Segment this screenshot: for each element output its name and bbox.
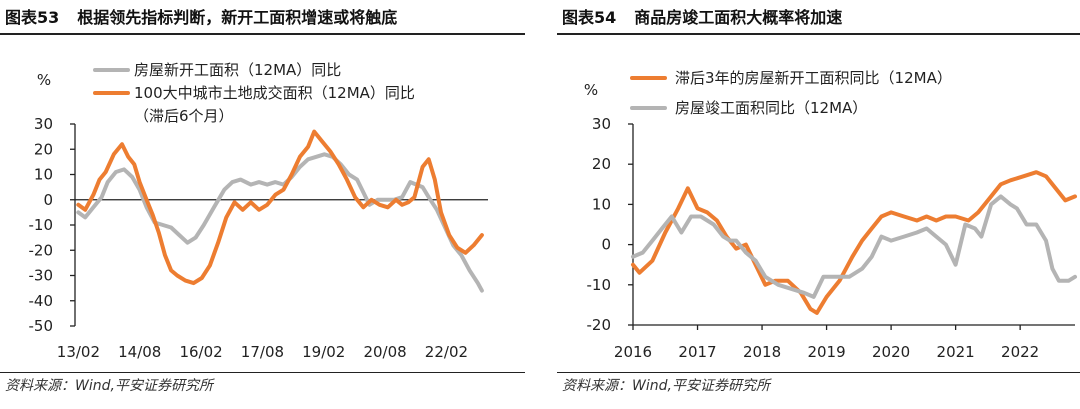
y-tick-label: -20: [587, 316, 612, 334]
y-tick-label: -30: [29, 267, 54, 285]
x-tick-label: 19/02: [302, 343, 345, 361]
legend-label-line: 房屋竣工面积同比（12MA）: [675, 99, 867, 117]
series-line: [631, 194, 1077, 299]
y-tick-label: -10: [587, 276, 612, 294]
y-tick-label: 10: [592, 195, 611, 213]
y-tick-label: 20: [592, 155, 611, 173]
x-tick-label: 16/02: [179, 343, 222, 361]
x-tick-label: 2020: [872, 343, 910, 361]
legend-label: 100大中城市土地成交面积（12MA）同比 （滞后6个月）: [134, 84, 415, 125]
y-tick-label: -10: [29, 216, 54, 234]
x-tick-label: 2019: [807, 343, 845, 361]
legend-label: 房屋竣工面积同比（12MA）: [675, 99, 867, 117]
y-tick-label: -40: [29, 292, 54, 310]
x-tick-label: 2016: [614, 343, 652, 361]
y-tick-label: -50: [29, 317, 54, 335]
x-tick-label: 13/02: [57, 343, 100, 361]
y-axis-unit: %: [584, 81, 598, 99]
x-tick-label: 2017: [678, 343, 716, 361]
y-tick-label: 0: [43, 191, 53, 209]
x-tick-label: 2021: [937, 343, 975, 361]
y-tick-label: 30: [34, 115, 53, 133]
legend-label-line: 滞后3年的房屋新开工面积同比（12MA）: [675, 69, 952, 87]
y-tick-label: 20: [34, 140, 53, 158]
figure-number: 图表53: [5, 8, 60, 27]
source-note: 资料来源：Wind,平安证券研究所: [557, 372, 1080, 400]
line-chart-54: 30 20 10 0 -10 -20 2016 2017 2018 2019 2020 2021 202…: [557, 40, 1080, 366]
x-tick-label: 17/08: [241, 343, 284, 361]
figure-title-bar: 图表54 商品房竣工面积大概率将加速: [557, 7, 1080, 35]
x-tick-label: 14/08: [118, 343, 161, 361]
y-tick-label: 30: [592, 115, 611, 133]
y-tick-label: -20: [29, 241, 54, 259]
x-tick-label: 2018: [743, 343, 781, 361]
figure-panel-54: 图表54 商品房竣工面积大概率将加速 30 20 10 0 -10 -20 2016 2017 2…: [557, 0, 1080, 409]
y-tick-label: 10: [34, 166, 53, 184]
legend-label-line: （滞后6个月）: [134, 107, 234, 125]
legend-label-line: 100大中城市土地成交面积（12MA）同比: [134, 84, 415, 102]
y-tick-label: 0: [601, 236, 611, 254]
x-tick-label: 20/08: [363, 343, 406, 361]
legend-label-line: 房屋新开工面积（12MA）同比: [134, 61, 341, 79]
figure-title-bar: 图表53 根据领先指标判断，新开工面积增速或将触底: [0, 7, 525, 35]
y-axis-unit: %: [37, 71, 51, 89]
x-tick-label: 22/02: [425, 343, 468, 361]
figure-panel-53: 图表53 根据领先指标判断，新开工面积增速或将触底 30 20 10 0 -10 -20 -3…: [0, 0, 525, 409]
figure-title: 根据领先指标判断，新开工面积增速或将触底: [77, 8, 398, 27]
x-tick-label: 2022: [1001, 343, 1039, 361]
series-line: [631, 170, 1077, 315]
legend-label: 滞后3年的房屋新开工面积同比（12MA）: [675, 69, 952, 87]
source-note: 资料来源：Wind,平安证券研究所: [0, 372, 525, 400]
figure-title: 商品房竣工面积大概率将加速: [634, 8, 843, 27]
line-chart-53: 30 20 10 0 -10 -20 -30 -40 -50 13/02 14/08 16/02 17/…: [0, 40, 525, 366]
legend-label: 房屋新开工面积（12MA）同比: [134, 61, 341, 79]
series-line: [76, 129, 484, 286]
figure-number: 图表54: [562, 8, 617, 27]
